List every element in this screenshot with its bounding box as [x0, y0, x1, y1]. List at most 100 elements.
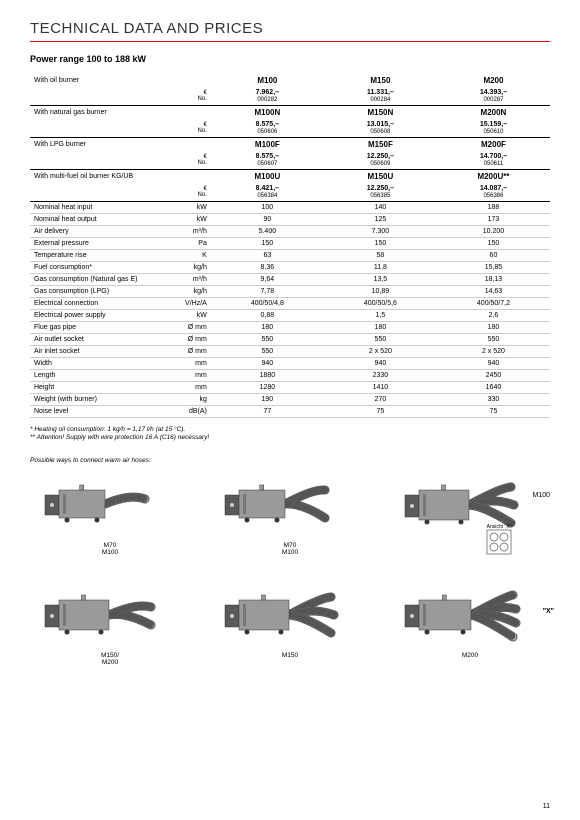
- spec-value: 150: [324, 238, 437, 250]
- spec-value: 0,88: [211, 310, 324, 322]
- spec-value: 90: [211, 214, 324, 226]
- price-cell: 12.250,–050609: [324, 151, 437, 170]
- spec-unit: m³/h: [166, 226, 211, 238]
- spec-label: External pressure: [30, 238, 166, 250]
- price-cell: 14.393,–000287: [437, 87, 550, 106]
- spec-label: Length: [30, 370, 166, 382]
- spec-unit: kg: [166, 394, 211, 406]
- spec-value: 188: [437, 202, 550, 214]
- spec-value: 13,5: [324, 274, 437, 286]
- spec-label: Width: [30, 358, 166, 370]
- spec-label: Air inlet socket: [30, 346, 166, 358]
- spec-value: 330: [437, 394, 550, 406]
- spec-value: 173: [437, 214, 550, 226]
- page-number: 11: [543, 803, 550, 810]
- price-cell: 8.421,–056384: [211, 183, 324, 202]
- spec-value: 940: [324, 358, 437, 370]
- footnote-1: * Heating oil consumption: 1 kg/h = 1,17…: [30, 426, 550, 434]
- spec-value: 75: [437, 406, 550, 418]
- heater-diagram-icon: [30, 580, 190, 650]
- spec-value: 1280: [211, 382, 324, 394]
- spec-label: Height: [30, 382, 166, 394]
- title-underline: [30, 41, 550, 42]
- spec-value: 100: [211, 202, 324, 214]
- price-cell: 14.087,–056386: [437, 183, 550, 202]
- spec-unit: kg/h: [166, 262, 211, 274]
- spec-value: 11,8: [324, 262, 437, 274]
- spec-value: 180: [324, 322, 437, 334]
- footnotes: * Heating oil consumption: 1 kg/h = 1,17…: [30, 426, 550, 443]
- model-name: M100U: [211, 170, 324, 184]
- spec-value: 60: [437, 250, 550, 262]
- spec-unit: dB(A): [166, 406, 211, 418]
- model-name: M150U: [324, 170, 437, 184]
- spec-unit: kW: [166, 310, 211, 322]
- spec-value: 14,63: [437, 286, 550, 298]
- diagram-caption: M200: [390, 652, 550, 659]
- spec-unit: mm: [166, 382, 211, 394]
- spec-label: Weight (with burner): [30, 394, 166, 406]
- spec-unit: K: [166, 250, 211, 262]
- spec-unit: kW: [166, 202, 211, 214]
- svg-text:Ansicht "X": Ansicht "X": [487, 524, 512, 530]
- spec-value: 77: [211, 406, 324, 418]
- spec-unit: Ø mm: [166, 334, 211, 346]
- spec-value: 9,64: [211, 274, 324, 286]
- spec-unit: mm: [166, 370, 211, 382]
- spec-value: 2 x 520: [437, 346, 550, 358]
- spec-value: 270: [324, 394, 437, 406]
- price-spec-table: With oil burner M100 M150 M200 €No. 7.96…: [30, 74, 550, 418]
- diagram-cell: M70M100: [210, 470, 370, 570]
- spec-value: 58: [324, 250, 437, 262]
- spec-value: 1880: [211, 370, 324, 382]
- spec-value: 150: [211, 238, 324, 250]
- spec-value: 140: [324, 202, 437, 214]
- spec-label: Noise level: [30, 406, 166, 418]
- spec-value: 180: [211, 322, 324, 334]
- diagram-caption: M100: [532, 492, 550, 499]
- page-title: TECHNICAL DATA AND PRICES: [30, 20, 550, 37]
- x-label: "X": [543, 608, 554, 615]
- spec-unit: V/Hz/A: [166, 298, 211, 310]
- spec-value: 2330: [324, 370, 437, 382]
- diagram-cell: M150: [210, 580, 370, 666]
- power-range-subtitle: Power range 100 to 188 kW: [30, 54, 550, 64]
- price-cell: 15.159,–050610: [437, 119, 550, 138]
- spec-value: 2,6: [437, 310, 550, 322]
- spec-unit: kW: [166, 214, 211, 226]
- diagram-cell: M70M100: [30, 470, 190, 570]
- diagram-cell: M150/M200: [30, 580, 190, 666]
- price-cell: 12.250,–056385: [324, 183, 437, 202]
- model-name: M100F: [211, 138, 324, 152]
- heater-diagram-icon: Ansicht "X": [390, 470, 550, 570]
- spec-value: 8,36: [211, 262, 324, 274]
- spec-value: 15,85: [437, 262, 550, 274]
- spec-label: Electrical power supply: [30, 310, 166, 322]
- model-name: M100: [211, 74, 324, 87]
- burner-group-label: With multi-fuel oil burner KG/UB: [30, 170, 166, 184]
- spec-label: Gas consumption (LPG): [30, 286, 166, 298]
- spec-value: 550: [211, 334, 324, 346]
- spec-value: 7.300: [324, 226, 437, 238]
- price-cell: 7.962,–000282: [211, 87, 324, 106]
- model-name: M150N: [324, 106, 437, 120]
- spec-value: 2 x 520: [324, 346, 437, 358]
- model-name: M200F: [437, 138, 550, 152]
- model-name: M150F: [324, 138, 437, 152]
- spec-label: Nominal heat output: [30, 214, 166, 226]
- heater-diagram-icon: [390, 580, 550, 650]
- spec-unit: kg/h: [166, 286, 211, 298]
- spec-label: Gas consumption (Natural gas E): [30, 274, 166, 286]
- price-cell: 11.331,–000284: [324, 87, 437, 106]
- spec-value: 400/50/5,6: [324, 298, 437, 310]
- price-cell: 13.015,–050608: [324, 119, 437, 138]
- spec-value: 1,5: [324, 310, 437, 322]
- heater-diagram-icon: [210, 470, 370, 540]
- spec-unit: Ø mm: [166, 346, 211, 358]
- spec-value: 1640: [437, 382, 550, 394]
- spec-value: 550: [437, 334, 550, 346]
- price-cell: 8.575,–050606: [211, 119, 324, 138]
- diagram-caption: M70M100: [210, 542, 370, 556]
- price-cell: 8.575,–050607: [211, 151, 324, 170]
- heater-diagram-icon: [210, 580, 370, 650]
